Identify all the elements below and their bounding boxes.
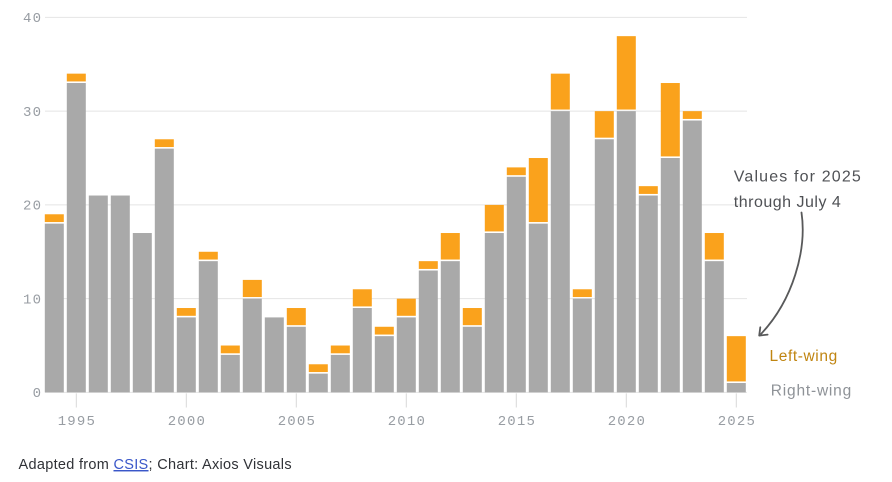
svg-text:2025: 2025 — [718, 414, 756, 430]
svg-text:2005: 2005 — [278, 414, 316, 430]
svg-text:Values for 2025: Values for 2025 — [734, 169, 862, 186]
svg-text:Right-wing: Right-wing — [771, 383, 852, 400]
svg-text:1995: 1995 — [58, 414, 96, 430]
svg-text:0: 0 — [33, 386, 43, 402]
svg-text:2000: 2000 — [168, 414, 206, 430]
svg-text:Left-wing: Left-wing — [770, 348, 838, 365]
svg-text:30: 30 — [23, 105, 42, 121]
svg-text:10: 10 — [23, 292, 42, 308]
svg-text:2020: 2020 — [608, 414, 646, 430]
svg-text:2015: 2015 — [498, 414, 536, 430]
svg-text:through July 4: through July 4 — [734, 194, 842, 211]
svg-text:Adapted from CSIS; Chart: Axio: Adapted from CSIS; Chart: Axios Visuals — [19, 457, 292, 473]
svg-text:20: 20 — [23, 199, 42, 215]
svg-text:40: 40 — [23, 11, 42, 27]
svg-text:2010: 2010 — [388, 414, 426, 430]
